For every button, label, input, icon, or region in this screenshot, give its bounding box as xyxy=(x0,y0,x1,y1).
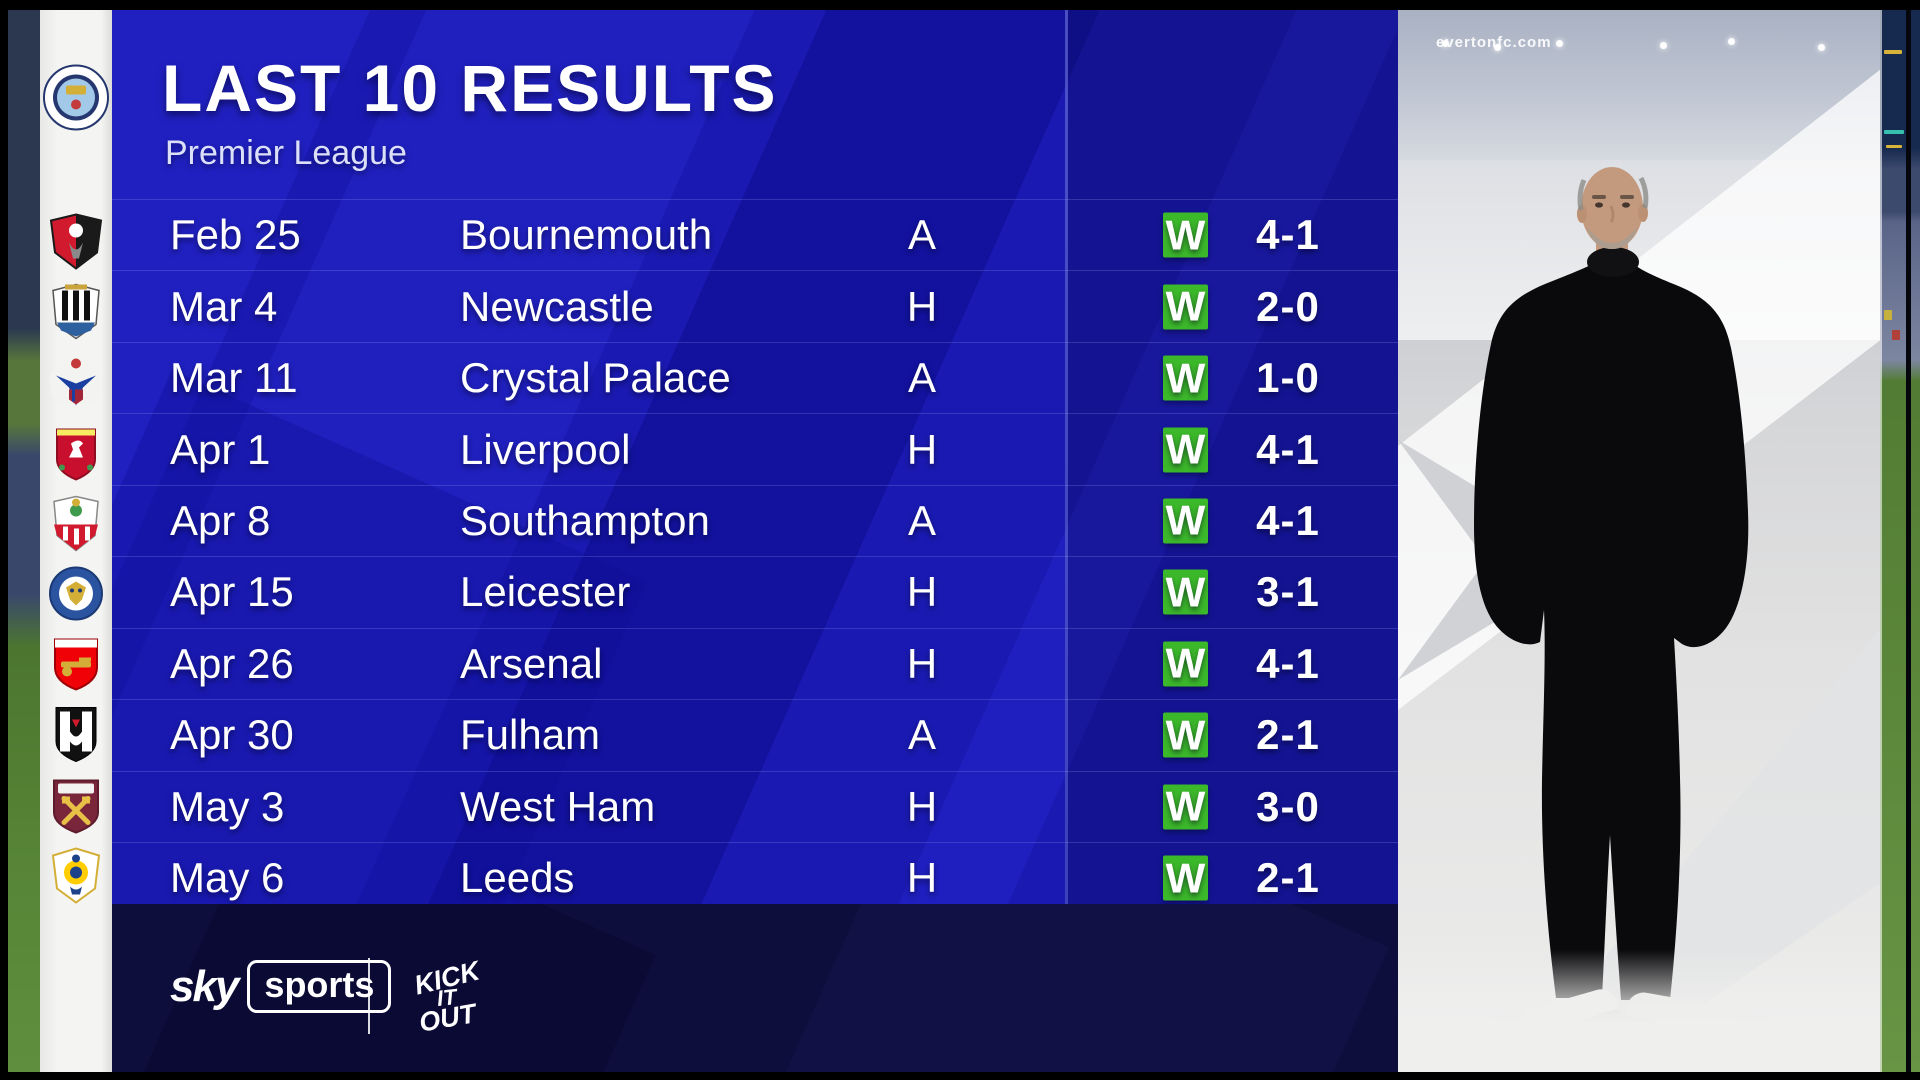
result-row: Mar 4 Newcastle H W 2-0 xyxy=(112,270,1398,341)
crest-leicester-icon xyxy=(48,566,104,627)
panel-footer: sky sports KICK IT OUT xyxy=(112,904,1398,1072)
win-badge: W xyxy=(1163,568,1208,615)
sports-logo-text: sports xyxy=(247,960,392,1013)
manager-figure xyxy=(1474,167,1780,1056)
venue-indicator: H xyxy=(906,568,938,616)
match-date: Apr 15 xyxy=(170,568,294,616)
result-row: May 6 Leeds H W 2-1 xyxy=(112,841,1398,913)
stadium-photo-left-sliver xyxy=(8,10,40,1072)
match-score: 1-0 xyxy=(1256,354,1320,402)
venue-indicator: H xyxy=(906,282,938,330)
letterbox-bottom xyxy=(0,1072,1920,1080)
crest-manchester-city-icon xyxy=(42,64,110,137)
match-date: May 6 xyxy=(170,854,285,902)
match-score: 4-1 xyxy=(1256,639,1320,687)
match-score: 4-1 xyxy=(1256,211,1320,259)
win-badge: W xyxy=(1163,497,1208,544)
result-row: Apr 30 Fulham A W 2-1 xyxy=(112,699,1398,770)
win-badge: W xyxy=(1163,283,1208,330)
opponent-name: Newcastle xyxy=(460,282,654,330)
sky-sports-logo: sky sports xyxy=(170,960,392,1013)
page-title: LAST 10 RESULTS xyxy=(162,51,778,125)
match-date: Apr 30 xyxy=(170,711,294,759)
opponent-name: Leicester xyxy=(460,568,631,616)
match-date: Mar 11 xyxy=(170,354,298,402)
venue-indicator: A xyxy=(907,496,936,544)
match-score: 2-1 xyxy=(1256,711,1320,759)
match-date: May 3 xyxy=(170,782,285,830)
match-date: Feb 25 xyxy=(170,211,301,259)
venue-indicator: H xyxy=(906,854,938,902)
match-date: Mar 4 xyxy=(170,282,278,330)
results-panel: LAST 10 RESULTS Premier League Feb 25 Bo… xyxy=(112,10,1398,1072)
crest-bournemouth-icon xyxy=(49,213,103,276)
results-table: Feb 25 Bournemouth A W 4-1 Mar 4 Newcast… xyxy=(112,199,1398,913)
result-row: Mar 11 Crystal Palace A W 1-0 xyxy=(112,341,1398,413)
match-score: 3-1 xyxy=(1256,568,1320,616)
opponent-name: Fulham xyxy=(460,711,601,759)
win-badge: W xyxy=(1163,354,1208,401)
floor-gradient xyxy=(1398,950,1880,1072)
opponent-name: Southampton xyxy=(460,496,710,544)
team-crest-column xyxy=(40,10,112,1072)
competition-subtitle: Premier League xyxy=(165,134,407,172)
crest-fulham-icon xyxy=(50,706,102,769)
footer-divider xyxy=(368,958,370,1034)
panel-diagonal-pattern xyxy=(112,10,1398,1072)
result-row: Feb 25 Bournemouth A W 4-1 xyxy=(112,199,1398,270)
win-badge: W xyxy=(1163,854,1208,901)
result-row: Apr 1 Liverpool H W 4-1 xyxy=(112,413,1398,484)
result-row: Apr 15 Leicester H W 3-1 xyxy=(112,556,1398,627)
match-score: 2-0 xyxy=(1256,282,1320,330)
venue-indicator: A xyxy=(907,354,936,402)
match-score: 4-1 xyxy=(1256,496,1320,544)
match-score: 4-1 xyxy=(1256,425,1320,473)
column-divider xyxy=(1065,10,1068,904)
opponent-name: Crystal Palace xyxy=(460,354,731,402)
result-row: Apr 26 Arsenal H W 4-1 xyxy=(112,627,1398,699)
crest-crystal-palace-icon xyxy=(49,354,103,417)
letterbox-left xyxy=(0,0,8,1080)
match-date: Apr 26 xyxy=(170,639,294,687)
venue-indicator: H xyxy=(906,782,938,830)
win-badge: W xyxy=(1163,783,1208,830)
match-date: Apr 1 xyxy=(170,425,271,473)
letterbox-top xyxy=(0,0,1920,10)
manager-photo-area: evertonfc.com xyxy=(1398,10,1880,1072)
match-score: 2-1 xyxy=(1256,854,1320,902)
result-row: May 3 West Ham H W 3-0 xyxy=(112,770,1398,842)
crest-arsenal-icon xyxy=(49,636,103,699)
crest-liverpool-icon xyxy=(49,424,103,487)
sky-logo-text: sky xyxy=(170,961,239,1011)
crest-newcastle-icon xyxy=(49,283,103,346)
crest-leeds-icon xyxy=(49,847,103,910)
venue-indicator: H xyxy=(906,639,938,687)
opponent-name: Liverpool xyxy=(460,425,631,473)
win-badge: W xyxy=(1163,211,1208,258)
result-row: Apr 8 Southampton A W 4-1 xyxy=(112,484,1398,556)
opponent-name: Arsenal xyxy=(460,639,603,687)
match-score: 3-0 xyxy=(1256,782,1320,830)
opponent-name: West Ham xyxy=(460,782,656,830)
venue-indicator: A xyxy=(907,711,936,759)
venue-indicator: A xyxy=(907,211,936,259)
match-date: Apr 8 xyxy=(170,496,271,544)
opponent-name: Leeds xyxy=(460,854,575,902)
venue-indicator: H xyxy=(906,425,938,473)
win-badge: W xyxy=(1163,426,1208,473)
crest-southampton-icon xyxy=(49,495,103,558)
kick-it-out-logo: KICK IT OUT xyxy=(411,955,483,1038)
opponent-name: Bournemouth xyxy=(460,211,713,259)
crest-west-ham-icon xyxy=(48,777,104,840)
stadium-photo-right-sliver xyxy=(1880,10,1920,1072)
win-badge: W xyxy=(1163,640,1208,687)
win-badge: W xyxy=(1163,711,1208,758)
